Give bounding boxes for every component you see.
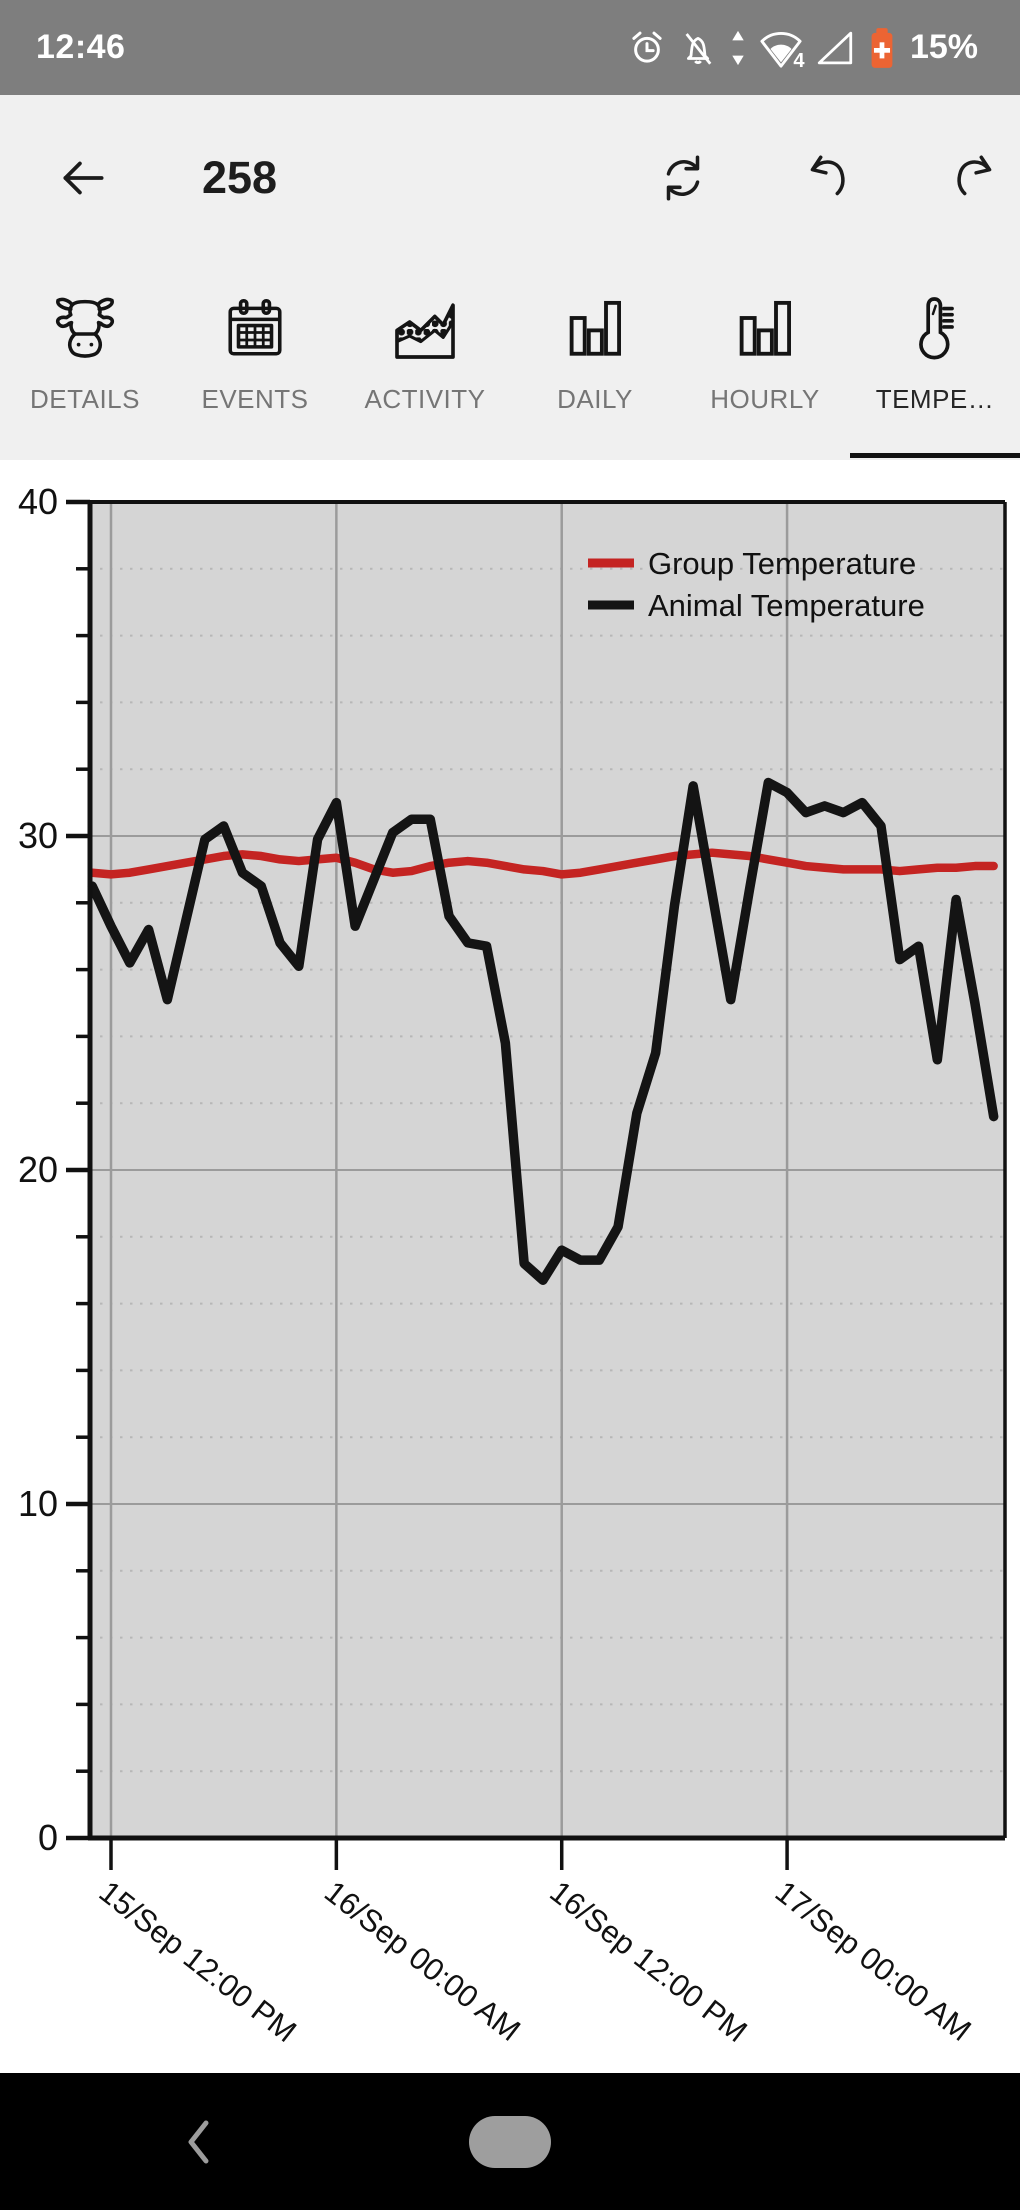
data-updown-icon [728,27,748,69]
calendar-icon [222,288,288,370]
clock-text: 12:46 [36,28,126,66]
tab-activity[interactable]: ACTIVITY [340,260,510,460]
tab-hourly[interactable]: HOURLY [680,260,850,460]
signal-empty-icon [814,27,856,69]
svg-text:16/Sep 12:00 PM: 16/Sep 12:00 PM [543,1874,753,2049]
sync-button[interactable] [654,149,712,207]
back-button[interactable] [54,149,112,207]
tab-label-daily: DAILY [557,384,633,414]
svg-text:Animal Temperature: Animal Temperature [648,588,925,623]
svg-text:17/Sep 00:00 AM: 17/Sep 00:00 AM [769,1874,978,2048]
undo-button[interactable] [800,149,858,207]
home-pill[interactable] [469,2115,551,2168]
tab-events[interactable]: EVENTS [170,260,340,460]
tab-label-hourly: HOURLY [710,384,820,414]
alarm-icon [626,27,668,69]
tab-details[interactable]: DETAILS [0,260,170,460]
svg-text:10: 10 [18,1483,58,1524]
notifications-off-icon [677,27,719,69]
svg-text:15/Sep 12:00 PM: 15/Sep 12:00 PM [93,1874,303,2049]
tab-label-temperature: TEMPE… [875,384,995,414]
status-bar: 12:46 [0,0,1020,95]
redo-button[interactable] [944,149,1002,207]
thermometer-icon [905,288,965,370]
tab-label-activity: ACTIVITY [364,384,486,414]
tab-temperature[interactable]: TEMPE… [850,260,1020,460]
page-title: 258 [202,151,278,203]
hourly-bars-icon [732,288,798,370]
svg-text:0: 0 [38,1817,58,1858]
status-icons: 4 15% [626,25,978,71]
battery-saver-icon [865,25,899,71]
svg-text:20: 20 [18,1149,58,1190]
gesture-nav-bar [0,2073,1020,2210]
cow-icon [48,288,122,370]
tab-label-events: EVENTS [201,384,309,414]
battery-percent-text: 15% [909,28,978,66]
svg-text:30: 30 [18,815,58,856]
svg-text:40: 40 [18,481,58,522]
tab-daily[interactable]: DAILY [510,260,680,460]
back-chevron-icon[interactable] [176,2114,220,2170]
svg-text:16/Sep 00:00 AM: 16/Sep 00:00 AM [318,1874,527,2048]
activity-area-chart-icon [390,288,460,370]
tab-label-details: DETAILS [30,384,140,414]
wifi-calling-4-icon: 4 [757,26,805,70]
app-header: 258 [0,95,1020,260]
temperature-chart-section: 40 30 20 10 0 15/Sep 12:00 PM 16/Sep 00:00 AM 1… [0,460,1020,2073]
daily-bars-icon [562,288,628,370]
selected-tab-underline [850,453,1020,458]
tab-bar: DETAILS EVENTS [0,260,1020,460]
wifi-badge-4: 4 [793,50,805,70]
svg-text:Group Temperature: Group Temperature [648,546,916,581]
